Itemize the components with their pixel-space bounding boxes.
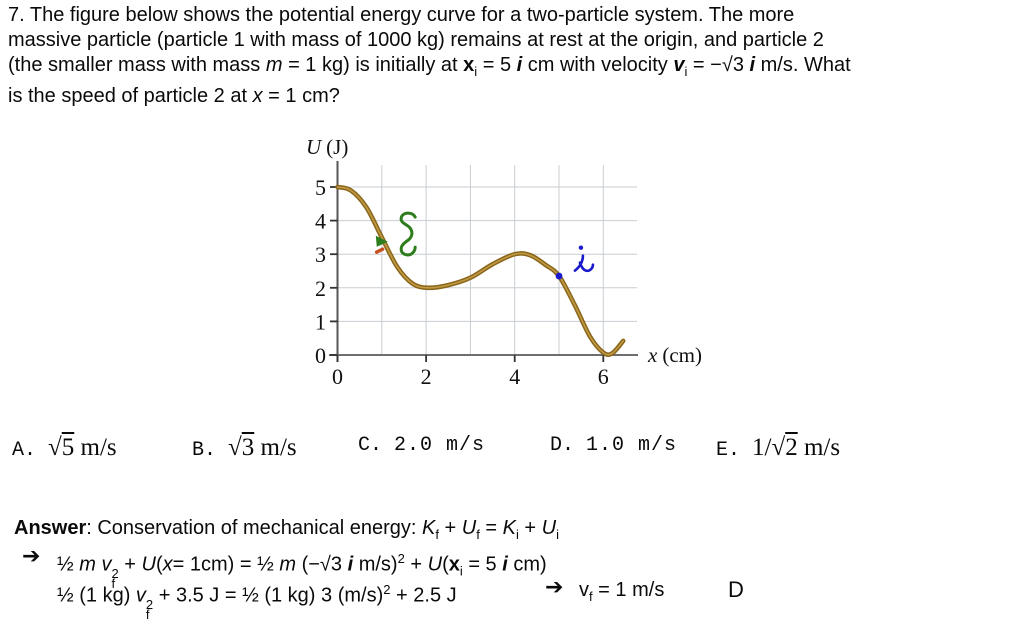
handwritten-i-glyph: [573, 245, 595, 273]
solution-line-1: Answer: Conservation of mechanical energ…: [14, 517, 559, 542]
choice-D-value: 1.0 m/s: [586, 434, 678, 457]
unit-vector-i: i: [749, 54, 756, 76]
potential-curve: [335, 184, 626, 358]
svg-text:1: 1: [315, 309, 326, 334]
svg-text:5: 5: [315, 175, 326, 200]
x-axis-ticks: 0 2 4 6: [332, 355, 609, 389]
svg-text:2: 2: [421, 364, 432, 389]
choice-B: B. √3 m/s: [192, 434, 297, 462]
svg-text:4: 4: [315, 209, 326, 234]
handwritten-f-glyph: [399, 211, 417, 257]
choice-C-value: 2.0 m/s: [394, 434, 486, 457]
final-position-arrowhead: [375, 235, 388, 247]
choice-C: C. 2.0 m/s: [358, 434, 486, 457]
svg-text:3: 3: [315, 242, 326, 267]
i-dot: [578, 245, 584, 250]
svg-text:0: 0: [315, 343, 326, 368]
unit-vector-i: i: [516, 54, 523, 76]
svg-text:4: 4: [509, 364, 520, 389]
correct-answer-letter: D: [728, 577, 744, 602]
question-line-4: is the speed of particle 2 at x = 1 cm?: [8, 85, 340, 107]
choice-D: D. 1.0 m/s: [550, 434, 678, 457]
orange-tick-mark: [374, 247, 385, 254]
question-text: 7. The figure below shows the potential …: [8, 3, 998, 109]
choice-A: A. √5 m/s: [12, 434, 117, 462]
choice-E-value: 1/√2 m/s: [752, 434, 841, 461]
x-axis-label: x (cm): [647, 343, 702, 367]
question-line-2: massive particle (particle 1 with mass o…: [8, 29, 824, 51]
initial-velocity-symbol: v: [673, 54, 685, 76]
potential-energy-figure: 0 2 4 6 0 1 2 3 4 5 U (J) x (cm): [306, 135, 702, 389]
question-line-3: (the smaller mass with mass m = 1 kg) is…: [8, 54, 851, 79]
grid-lines: [337, 165, 637, 355]
choice-B-value: √3 m/s: [228, 434, 297, 461]
svg-text:6: 6: [598, 364, 609, 389]
initial-position-dot: [555, 272, 563, 280]
mass-symbol: m: [265, 54, 283, 76]
answer-label: Answer: [14, 517, 87, 539]
y-axis-ticks: 0 1 2 3 4 5: [315, 175, 338, 368]
question-line-1: 7. The figure below shows the potential …: [8, 4, 795, 26]
position-symbol: x: [252, 85, 263, 107]
implies-arrow: ➔: [545, 575, 564, 600]
svg-text:0: 0: [332, 364, 343, 389]
potential-curve-highlight: [336, 186, 624, 356]
initial-position-symbol: x: [463, 54, 475, 76]
y-axis-label: U (J): [306, 135, 348, 159]
svg-text:2: 2: [315, 276, 326, 301]
implies-arrow: ➔: [22, 544, 41, 569]
final-speed-result: vf = 1 m/s: [579, 579, 665, 604]
choice-A-value: √5 m/s: [48, 434, 117, 461]
choice-E: E. 1/√2 m/s: [716, 434, 841, 462]
